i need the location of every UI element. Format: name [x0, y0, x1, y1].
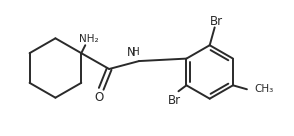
Text: Br: Br [210, 15, 223, 28]
Text: CH₃: CH₃ [255, 84, 274, 94]
Text: Br: Br [168, 94, 181, 107]
Text: N: N [127, 46, 136, 59]
Text: O: O [95, 91, 104, 104]
Text: NH₂: NH₂ [79, 34, 99, 44]
Text: H: H [132, 47, 140, 57]
